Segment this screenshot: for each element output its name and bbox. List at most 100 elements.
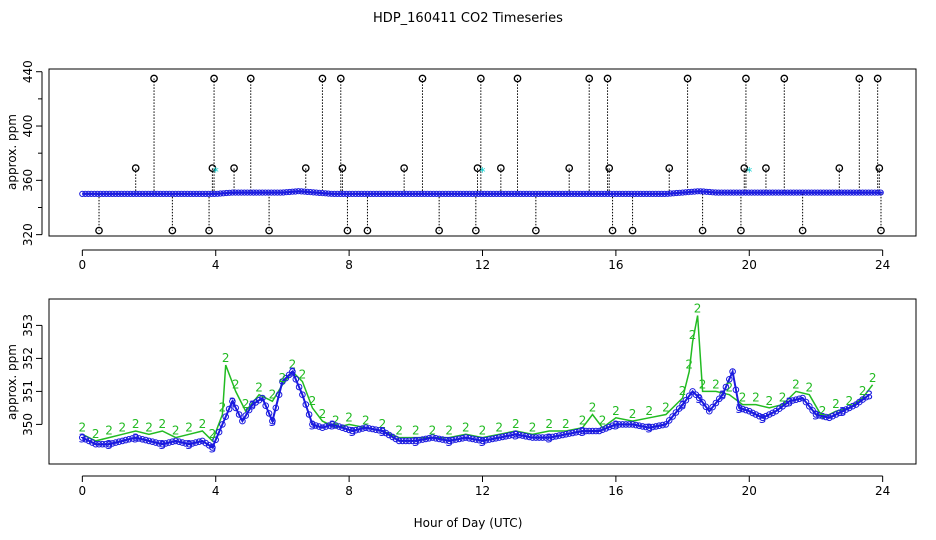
baseline-point [652, 190, 659, 197]
series-2-label: 2 [362, 414, 370, 428]
baseline-point [142, 190, 149, 197]
baseline-point [289, 188, 296, 195]
series-3-point [252, 399, 259, 406]
series-3-point [572, 429, 580, 436]
series-3-point [132, 434, 139, 441]
baseline-point [487, 190, 494, 197]
baseline-point [679, 189, 686, 196]
x-axis-label: Hour of Day (UTC) [414, 516, 523, 530]
series-3-point [415, 436, 423, 444]
series-3-point [202, 439, 209, 447]
baseline-point [781, 189, 788, 196]
baseline-point [847, 189, 854, 196]
baseline-point [349, 190, 356, 197]
baseline-point [850, 189, 857, 196]
series-2-label: 2 [92, 427, 100, 441]
series-3-point [826, 414, 833, 422]
series-3-point [302, 401, 310, 408]
series-3-label: 3 [349, 425, 357, 439]
baseline-point [319, 190, 326, 197]
series-3-point [219, 421, 226, 428]
series-2-label: 2 [309, 394, 317, 408]
series-2-label: 2 [332, 414, 340, 428]
series-3-point [749, 409, 756, 417]
series-3-point [709, 403, 716, 411]
baseline-point [463, 190, 470, 197]
baseline-point [676, 189, 683, 196]
series-3-point [525, 433, 533, 441]
series-3-label: 3 [185, 438, 193, 452]
baseline-point [175, 190, 182, 197]
series-3-point [285, 371, 293, 379]
baseline-point [757, 189, 764, 196]
flag-point [343, 226, 352, 235]
series-3-line [81, 368, 870, 449]
series-2-label: 2 [105, 424, 113, 438]
series-3-point [722, 383, 730, 391]
series-3-point [812, 411, 820, 418]
baseline-point [772, 189, 779, 196]
flag-point [168, 226, 177, 235]
series-3-label: 3 [579, 425, 587, 439]
baseline-point [91, 190, 98, 197]
baseline-point [118, 190, 125, 197]
series-3-point [529, 434, 536, 441]
baseline-point [115, 190, 122, 197]
baseline-point [220, 190, 227, 197]
flag-point [150, 74, 158, 83]
series-2-line [81, 315, 874, 443]
baseline-point [832, 189, 839, 196]
series-3-point [425, 435, 433, 442]
baseline-point [616, 190, 623, 197]
baseline-point [409, 190, 416, 197]
top-plot-frame [48, 68, 917, 237]
series-3-point [695, 394, 703, 402]
series-3-point [842, 406, 850, 413]
baseline-point [394, 190, 401, 197]
series-2-label: 2 [279, 371, 287, 385]
baseline-point [208, 190, 215, 197]
series-3-point [816, 412, 823, 419]
flag-point [855, 74, 864, 83]
series-3-point [292, 376, 300, 383]
baseline-point [454, 190, 461, 197]
series-3-point [659, 421, 666, 429]
baseline-point [622, 190, 629, 197]
series-3-point [232, 404, 239, 412]
series-2-label: 2 [479, 424, 487, 438]
baseline-point [268, 189, 275, 196]
series-2-label: 2 [495, 420, 503, 434]
series-3-label: 3 [132, 432, 140, 446]
flag-point [205, 226, 213, 235]
series-2-label: 2 [132, 417, 140, 431]
baseline-point [703, 188, 710, 195]
series-3-point [255, 396, 263, 404]
series-3-point [335, 423, 343, 430]
baseline-point [379, 190, 386, 197]
series-2-label: 2 [805, 381, 813, 395]
baseline-point [658, 190, 665, 197]
baseline-point [235, 189, 242, 196]
series-2-label: 2 [792, 377, 800, 391]
baseline-point [574, 190, 581, 197]
series-3-point [519, 432, 526, 439]
series-3-point [542, 434, 550, 441]
series-3-point [192, 439, 199, 446]
baseline-point [238, 189, 245, 196]
series-3-point [555, 432, 563, 439]
series-3-point [85, 437, 93, 445]
baseline-point [874, 189, 881, 196]
baseline-point [88, 190, 95, 197]
series-3-label: 3 [412, 435, 420, 449]
baseline-point [571, 190, 578, 197]
series-3-point [602, 425, 610, 432]
series-3-point [575, 428, 583, 436]
baseline-point [619, 190, 626, 197]
baseline-point [82, 190, 89, 197]
series-3-point [305, 411, 313, 418]
baseline-point [400, 190, 407, 197]
series-3-point [625, 421, 633, 428]
baseline-point [169, 190, 176, 197]
baseline-point [511, 190, 518, 197]
series-3-point [786, 398, 793, 405]
